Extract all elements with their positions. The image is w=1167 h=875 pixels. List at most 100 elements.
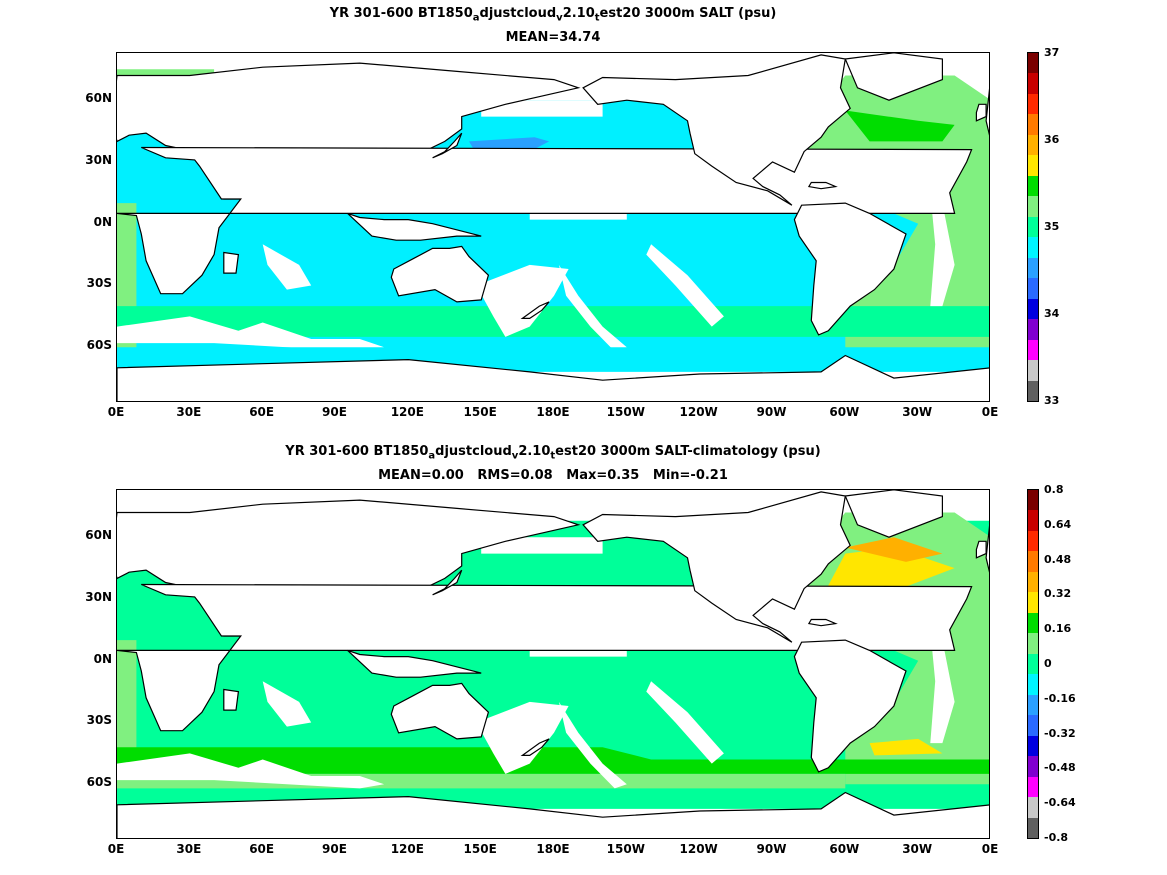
land-australia bbox=[390, 245, 490, 303]
land-madagascar bbox=[223, 251, 240, 274]
colorbar-swatch bbox=[1028, 817, 1038, 838]
colorbar-tick-label: -0.48 bbox=[1044, 761, 1076, 775]
x-tick-label: 30W bbox=[902, 842, 933, 856]
colorbar-tick-label: 0.32 bbox=[1044, 587, 1072, 601]
x-tick-label: 90E bbox=[322, 405, 347, 419]
land-samerica bbox=[793, 639, 907, 773]
x-tick-label: 150W bbox=[606, 842, 645, 856]
chart1-subtitle: MEAN=34.74 bbox=[505, 30, 601, 45]
colorbar-swatch bbox=[1028, 134, 1038, 156]
shallow-region bbox=[262, 244, 312, 290]
y-tick-label: 60N bbox=[85, 528, 112, 543]
land-madagascar bbox=[223, 688, 240, 711]
x-tick-label: 30E bbox=[176, 405, 202, 419]
x-tick-label: 90W bbox=[756, 405, 787, 419]
land-antilles bbox=[807, 181, 838, 190]
colorbar-swatch bbox=[1028, 319, 1038, 340]
y-tick-label: 60S bbox=[86, 338, 112, 353]
land-greenland bbox=[844, 53, 944, 101]
field-patch bbox=[869, 738, 943, 756]
colorbar-swatch bbox=[1028, 612, 1038, 634]
land-australia bbox=[390, 682, 490, 740]
shallow-region bbox=[117, 753, 385, 789]
shallow-region bbox=[117, 316, 385, 352]
land-antilles bbox=[807, 618, 838, 627]
land-nz bbox=[520, 738, 550, 756]
colorbar-swatch bbox=[1028, 175, 1038, 197]
chart2-colorbar bbox=[1027, 489, 1039, 839]
chart1-map-svg bbox=[117, 53, 989, 401]
colorbar-swatch bbox=[1028, 633, 1038, 654]
colorbar-swatch bbox=[1028, 237, 1038, 258]
land-samerica bbox=[793, 202, 907, 336]
y-tick-label: 0N bbox=[93, 651, 112, 666]
y-tick-label: 60N bbox=[85, 91, 112, 106]
land-uk bbox=[975, 540, 987, 559]
shallow-region bbox=[918, 598, 955, 744]
colorbar-tick-label: 36 bbox=[1044, 133, 1060, 146]
colorbar-swatch bbox=[1028, 73, 1038, 94]
land-uk bbox=[975, 103, 987, 122]
shallow-region bbox=[558, 701, 627, 789]
y-tick-label: 30N bbox=[85, 152, 112, 167]
colorbar-swatch bbox=[1028, 298, 1038, 320]
colorbar-swatch bbox=[1028, 674, 1038, 695]
colorbar-swatch bbox=[1028, 380, 1038, 401]
colorbar-swatch bbox=[1028, 278, 1038, 299]
y-tick-label: 30S bbox=[86, 276, 112, 291]
shallow-region bbox=[558, 264, 627, 352]
colorbar-swatch bbox=[1028, 592, 1038, 613]
shallow-region bbox=[646, 681, 724, 764]
x-tick-label: 120W bbox=[679, 405, 718, 419]
colorbar-swatch bbox=[1028, 216, 1038, 238]
land-japan bbox=[432, 132, 463, 159]
colorbar-swatch bbox=[1028, 653, 1038, 675]
colorbar-tick-label: 0.8 bbox=[1044, 483, 1064, 496]
colorbar-swatch bbox=[1028, 735, 1038, 757]
land-antarctica bbox=[117, 791, 989, 838]
land-antarctica bbox=[117, 354, 989, 401]
x-tick-label: 0E bbox=[107, 842, 125, 856]
chart2-map bbox=[116, 489, 990, 839]
y-tick-label: 0N bbox=[93, 214, 112, 229]
land-namerica bbox=[582, 54, 851, 206]
colorbar-tick-label: 0 bbox=[1044, 657, 1052, 670]
colorbar-tick-label: 33 bbox=[1044, 394, 1060, 407]
land-japan bbox=[432, 569, 463, 596]
x-tick-label: 0E bbox=[981, 842, 999, 856]
colorbar-swatch bbox=[1028, 53, 1038, 74]
y-tick-label: 60S bbox=[86, 775, 112, 790]
colorbar-swatch bbox=[1028, 339, 1038, 361]
colorbar-tick-label: 0.64 bbox=[1044, 517, 1072, 531]
colorbar-tick-label: 0.48 bbox=[1044, 552, 1072, 566]
land-indonesia bbox=[347, 649, 482, 678]
x-tick-label: 60E bbox=[249, 405, 275, 419]
chart1-title: YR 301-600 BT1850adjustcloudv2.10test20 … bbox=[329, 6, 777, 24]
land-indonesia bbox=[347, 212, 482, 241]
colorbar-tick-label: -0.16 bbox=[1044, 691, 1076, 705]
y-tick-label: 30S bbox=[86, 713, 112, 728]
colorbar-swatch bbox=[1028, 155, 1038, 176]
field-patch bbox=[845, 110, 955, 142]
x-tick-label: 90E bbox=[322, 842, 347, 856]
land-greenland bbox=[844, 490, 944, 538]
chart1-colorbar bbox=[1027, 52, 1039, 402]
colorbar-swatch bbox=[1028, 196, 1038, 217]
x-tick-label: 0E bbox=[981, 405, 999, 419]
colorbar-swatch bbox=[1028, 257, 1038, 279]
chart2-title: YR 301-600 BT1850adjustcloudv2.10test20 … bbox=[285, 444, 821, 462]
land-eurasia-wrap bbox=[985, 525, 989, 573]
colorbar-swatch bbox=[1028, 93, 1038, 115]
colorbar-swatch bbox=[1028, 776, 1038, 798]
x-tick-label: 90W bbox=[756, 842, 787, 856]
x-tick-label: 120W bbox=[679, 842, 718, 856]
x-tick-label: 60W bbox=[829, 405, 860, 419]
shallow-region bbox=[646, 244, 724, 327]
shallow-region bbox=[262, 681, 312, 727]
x-tick-label: 0E bbox=[107, 405, 125, 419]
x-tick-label: 180E bbox=[536, 405, 570, 419]
x-tick-label: 60W bbox=[829, 842, 860, 856]
x-tick-label: 150E bbox=[463, 842, 497, 856]
land-namerica bbox=[582, 491, 851, 643]
colorbar-tick-label: 37 bbox=[1044, 46, 1060, 59]
